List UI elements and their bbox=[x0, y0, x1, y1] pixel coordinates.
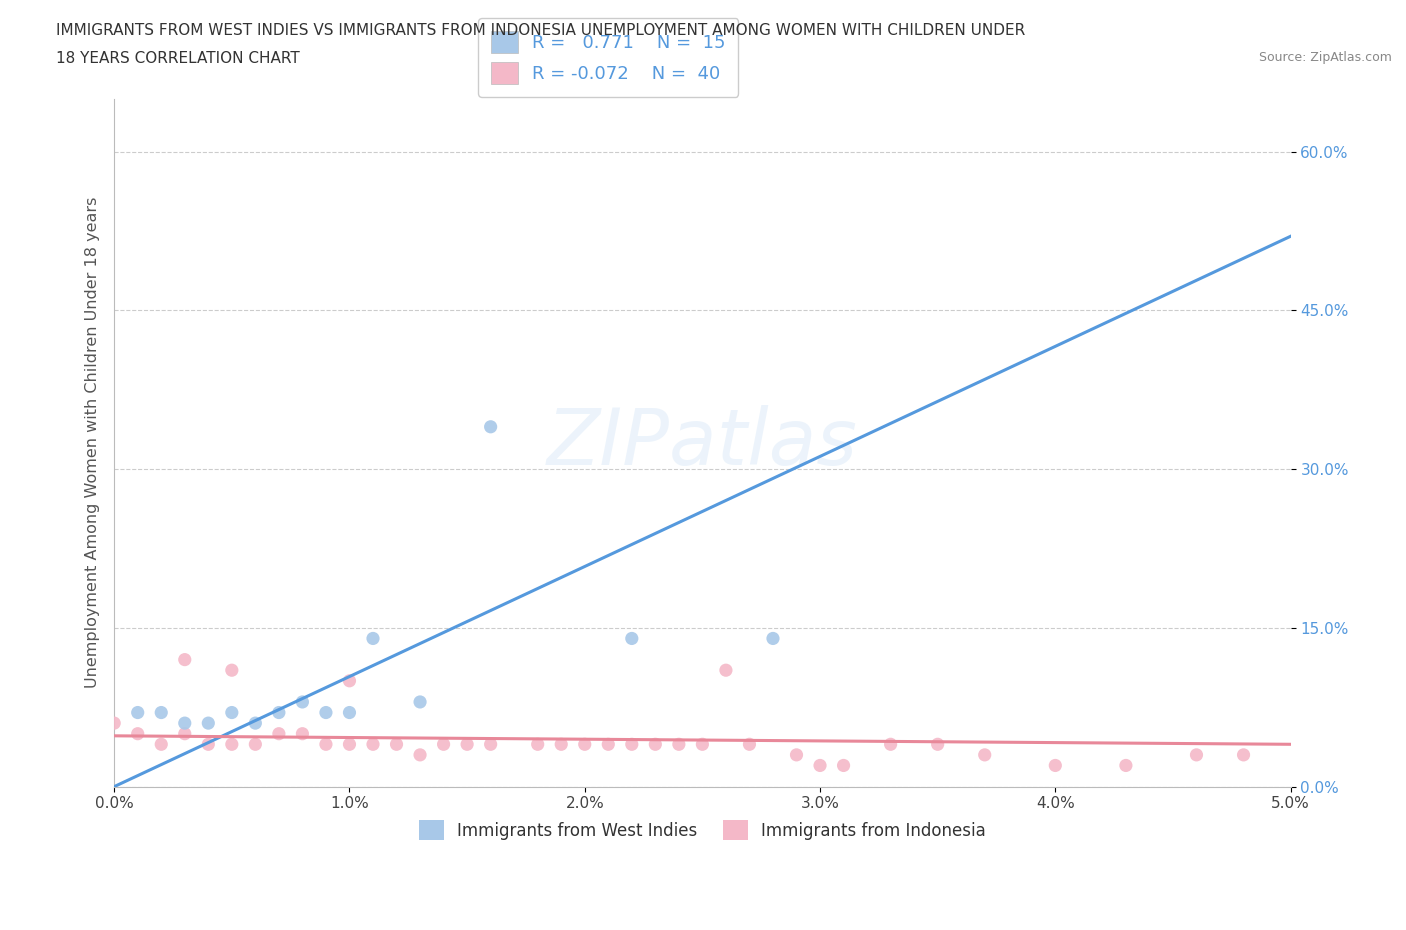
Point bbox=[1045, 758, 1067, 773]
Point bbox=[103, 716, 125, 731]
Y-axis label: Unemployment Among Women with Children Under 18 years: Unemployment Among Women with Children U… bbox=[86, 197, 100, 688]
Point bbox=[738, 737, 761, 751]
Point bbox=[245, 716, 267, 731]
Point bbox=[245, 737, 267, 751]
Point bbox=[221, 737, 243, 751]
Legend: Immigrants from West Indies, Immigrants from Indonesia: Immigrants from West Indies, Immigrants … bbox=[412, 814, 993, 847]
Point bbox=[479, 419, 502, 434]
Point bbox=[644, 737, 666, 751]
Point bbox=[786, 748, 808, 763]
Point bbox=[714, 663, 737, 678]
Point bbox=[574, 737, 596, 751]
Point bbox=[291, 726, 314, 741]
Point bbox=[456, 737, 478, 751]
Point bbox=[526, 737, 548, 751]
Point bbox=[620, 631, 643, 646]
Point bbox=[1232, 748, 1254, 763]
Point bbox=[598, 737, 620, 751]
Point bbox=[315, 705, 337, 720]
Point bbox=[692, 737, 714, 751]
Point bbox=[173, 652, 195, 667]
Point bbox=[1185, 748, 1208, 763]
Point bbox=[291, 695, 314, 710]
Point bbox=[361, 737, 384, 751]
Point bbox=[550, 737, 572, 751]
Point bbox=[150, 705, 173, 720]
Point bbox=[221, 663, 243, 678]
Point bbox=[808, 758, 831, 773]
Point bbox=[832, 758, 855, 773]
Point bbox=[479, 737, 502, 751]
Point bbox=[1115, 758, 1137, 773]
Text: ZIPatlas: ZIPatlas bbox=[547, 405, 858, 481]
Point bbox=[221, 705, 243, 720]
Text: 18 YEARS CORRELATION CHART: 18 YEARS CORRELATION CHART bbox=[56, 51, 299, 66]
Point bbox=[267, 726, 290, 741]
Point bbox=[361, 631, 384, 646]
Point bbox=[197, 716, 219, 731]
Point bbox=[339, 737, 361, 751]
Point bbox=[150, 737, 173, 751]
Point bbox=[339, 673, 361, 688]
Point bbox=[973, 748, 995, 763]
Text: IMMIGRANTS FROM WEST INDIES VS IMMIGRANTS FROM INDONESIA UNEMPLOYMENT AMONG WOME: IMMIGRANTS FROM WEST INDIES VS IMMIGRANT… bbox=[56, 23, 1025, 38]
Point bbox=[409, 695, 432, 710]
Point bbox=[173, 726, 195, 741]
Point bbox=[409, 748, 432, 763]
Point bbox=[762, 631, 785, 646]
Point bbox=[620, 737, 643, 751]
Point bbox=[127, 705, 149, 720]
Point bbox=[197, 737, 219, 751]
Point bbox=[432, 737, 454, 751]
Point bbox=[879, 737, 901, 751]
Point bbox=[668, 737, 690, 751]
Point bbox=[173, 716, 195, 731]
Point bbox=[385, 737, 408, 751]
Text: Source: ZipAtlas.com: Source: ZipAtlas.com bbox=[1258, 51, 1392, 64]
Point bbox=[927, 737, 949, 751]
Point bbox=[315, 737, 337, 751]
Point bbox=[127, 726, 149, 741]
Point bbox=[267, 705, 290, 720]
Point bbox=[339, 705, 361, 720]
